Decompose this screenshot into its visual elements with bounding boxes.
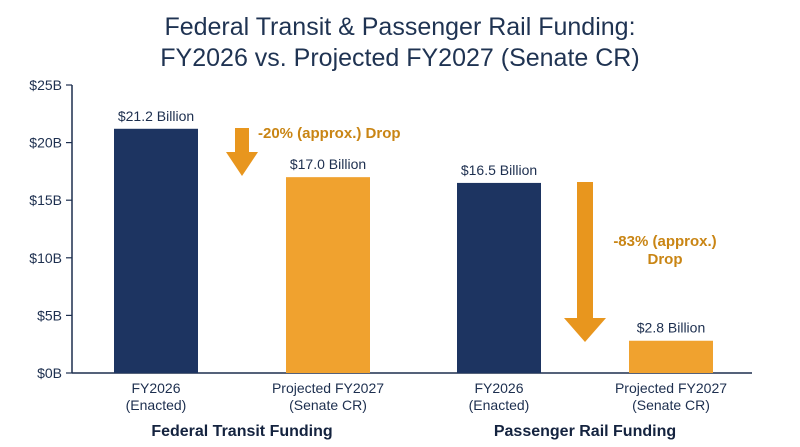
bar [457,182,541,373]
x-tick-label: Projected FY2027 [615,380,727,396]
y-tick-label: $20B [29,135,62,151]
x-tick-label: FY2026 [131,380,180,396]
chart-title-line-2: FY2026 vs. Projected FY2027 (Senate CR) [160,44,639,72]
y-tick-label: $15B [29,192,62,208]
bar [629,340,713,373]
x-tick-label: FY2026 [474,380,523,396]
x-tick-label: (Enacted) [126,397,187,413]
down-arrow [564,182,606,342]
down-arrow [226,128,258,176]
bar [114,128,198,373]
y-tick-label: $5B [37,307,62,323]
bar [286,177,370,373]
y-tick-label: $0B [37,365,62,381]
annotation-text: -83% (approx.) [613,233,716,250]
y-tick-label: $10B [29,250,62,266]
group-label: Passenger Rail Funding [494,423,676,440]
data-label: $17.0 Billion [290,156,366,172]
y-tick-label: $25B [29,77,62,93]
data-label: $21.2 Billion [118,108,194,124]
annotation-text: -20% (approx.) Drop [258,125,401,142]
x-tick-label: (Enacted) [469,397,530,413]
group-label: Federal Transit Funding [151,423,332,440]
x-tick-label: (Senate CR) [289,397,367,413]
plot-area: $0B $5B $10B $15B $20B $25B $21.2 Billion FY202… [29,77,752,440]
data-label: $2.8 Billion [637,320,706,336]
chart-title-line-1: Federal Transit & Passenger Rail Funding… [164,13,635,41]
x-tick-label: (Senate CR) [632,397,710,413]
annotation-text: Drop [648,251,683,268]
data-label: $16.5 Billion [461,162,537,178]
x-tick-label: Projected FY2027 [272,380,384,396]
